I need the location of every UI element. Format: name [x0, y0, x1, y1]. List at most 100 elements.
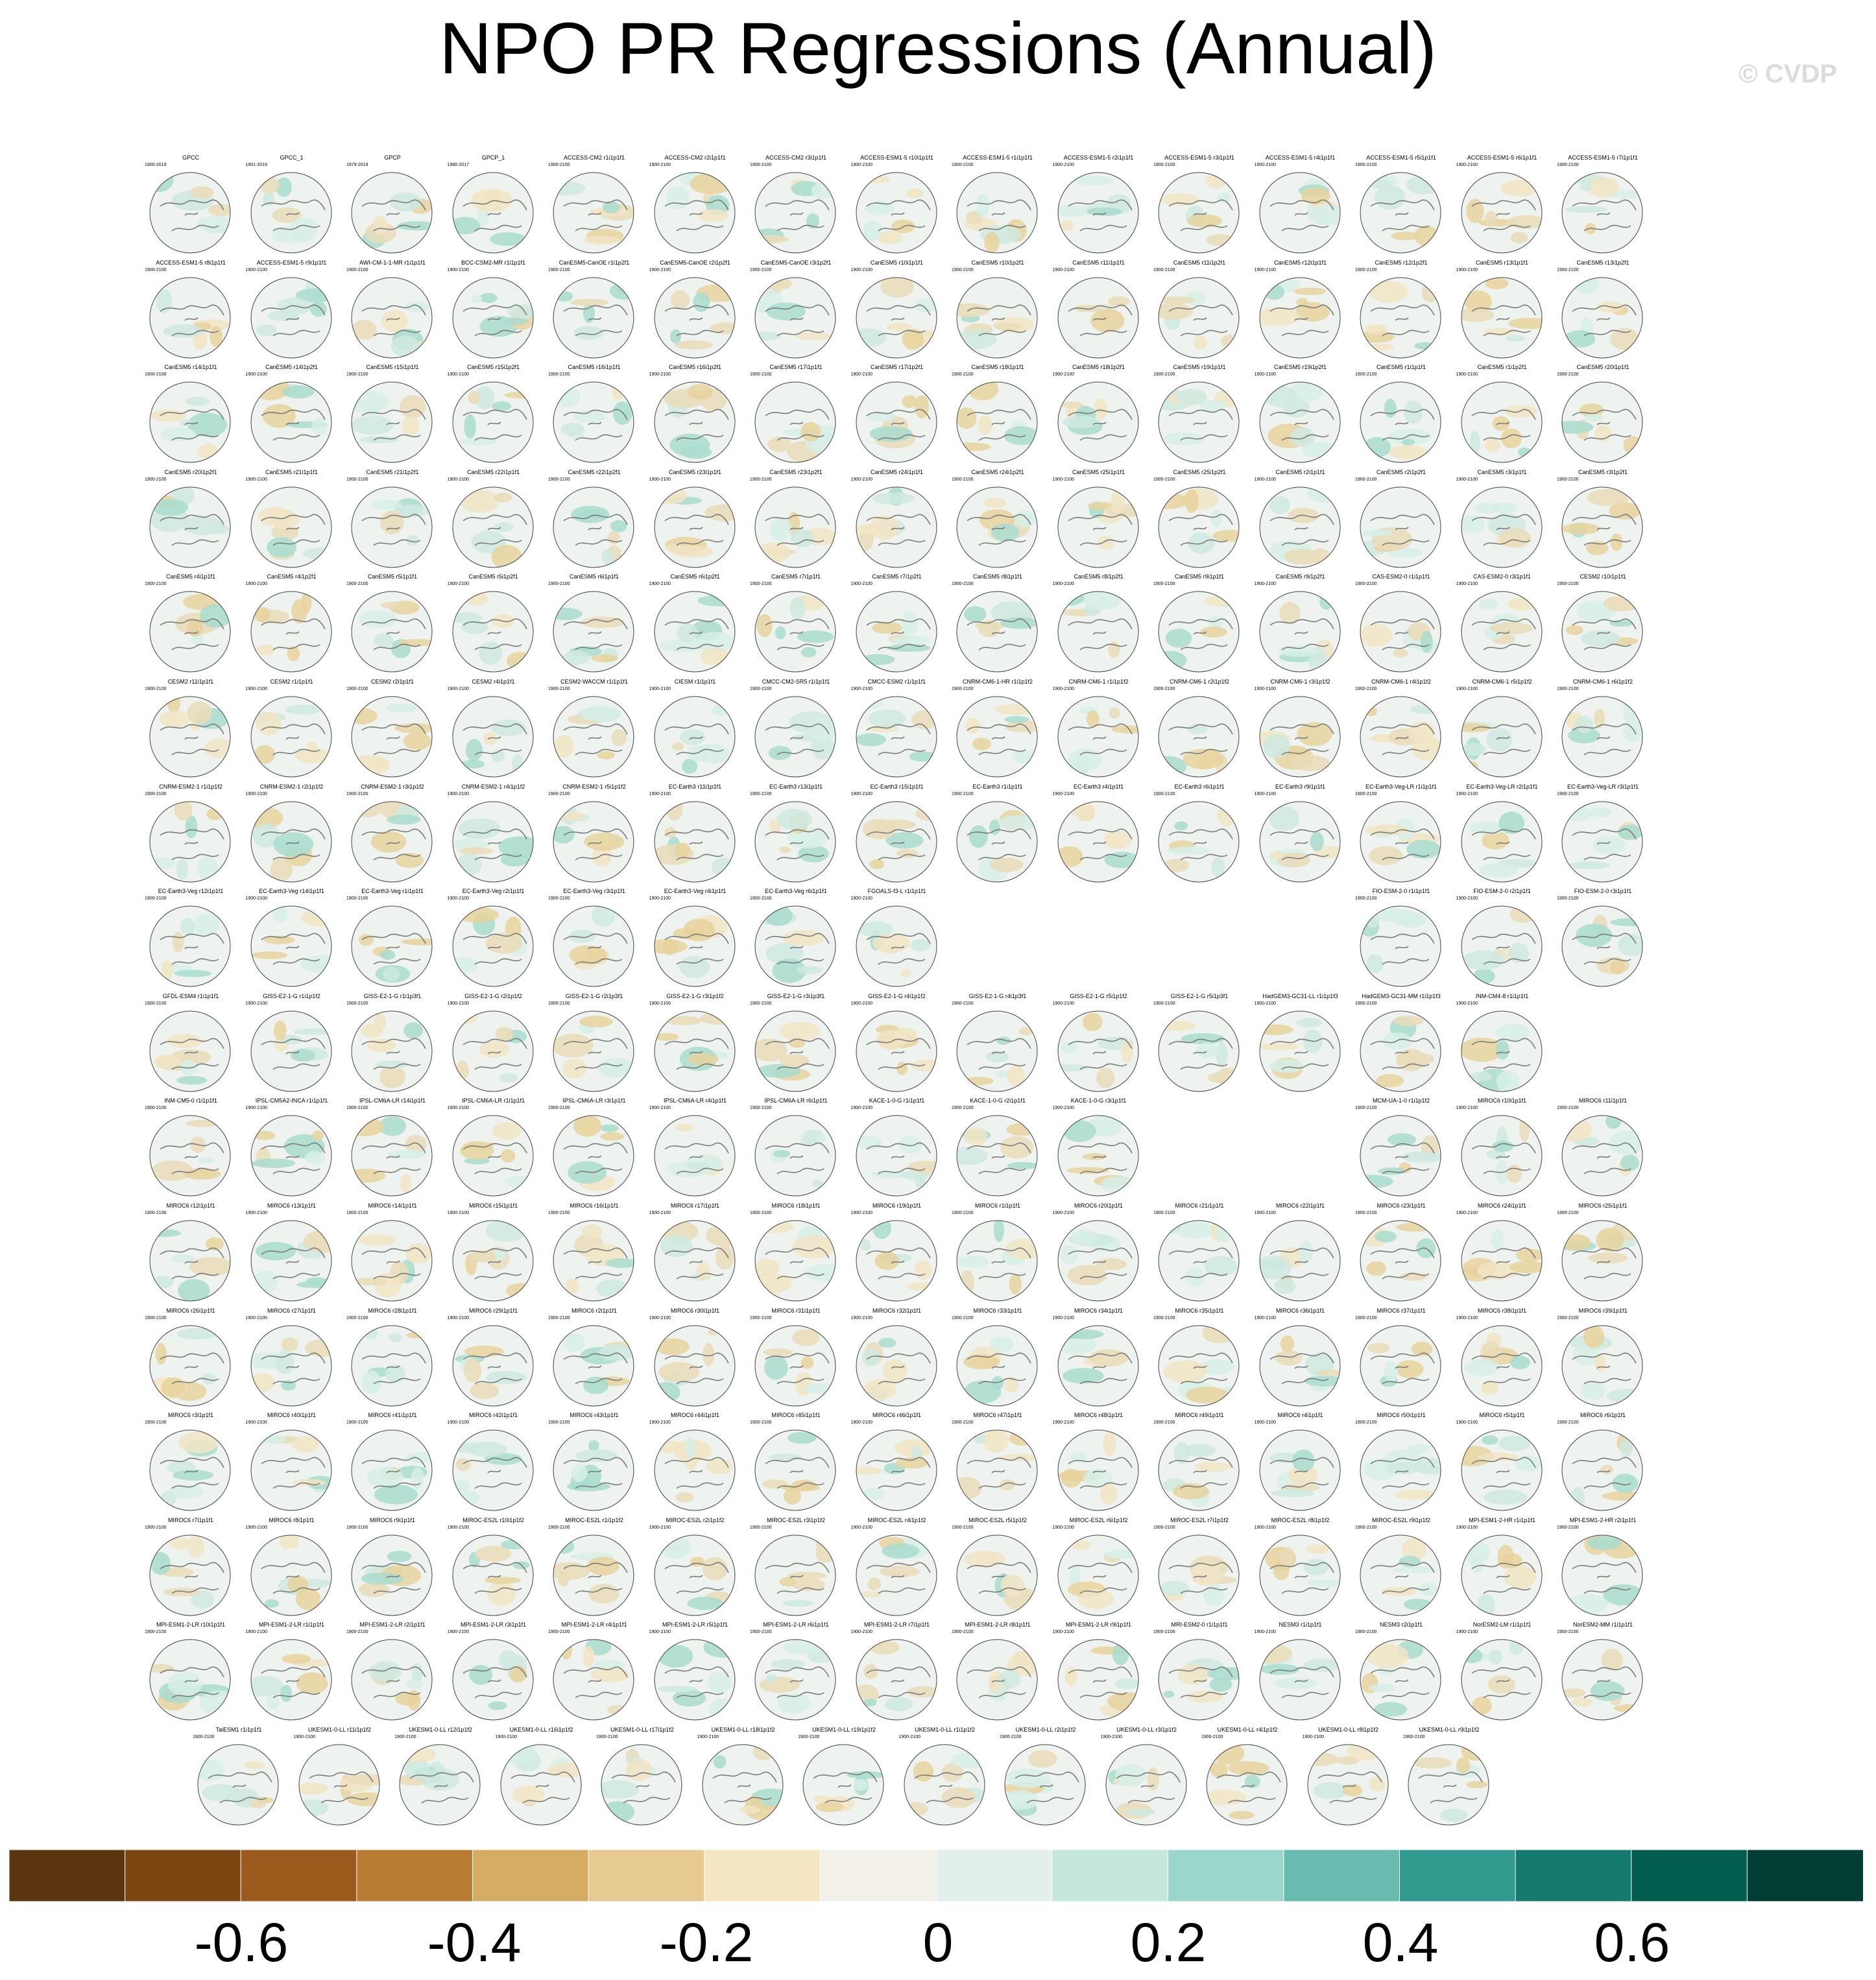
regression-panel: CESM2 r11i1p1f1 1900-2100	[142, 678, 239, 781]
panel-years: 1900-2100	[952, 1420, 974, 1425]
regression-panel: MIROC-ES2L r5i1p1f2 1900-2100	[949, 1517, 1046, 1619]
regression-panel: MIROC6 r7i1p1f1 1900-2100	[142, 1517, 239, 1619]
panel-years: 1979-2019	[346, 163, 368, 167]
panel-years: 1900-2100	[245, 1001, 267, 1006]
panel-years: 1900-2100	[649, 1001, 671, 1006]
polar-map	[1461, 277, 1542, 359]
polar-map	[149, 696, 231, 778]
panel-title: CanESM5 r18i1p2f1	[1072, 364, 1125, 371]
regression-panel: CanESM5 r22i1p2f1 1900-2100	[546, 469, 643, 571]
polar-map	[654, 1534, 735, 1616]
regression-panel: MIROC6 r23i1p1f1 1900-2100	[1353, 1202, 1450, 1305]
panel-years: 1900-2100	[1355, 1001, 1377, 1006]
panel-years: 1900-2100	[750, 582, 772, 587]
panel-title: GPCC	[182, 154, 199, 161]
polar-map	[1057, 1220, 1138, 1302]
regression-panel: BCC-CSM2-MR r1i1p1f1 1900-2100	[445, 259, 542, 362]
regression-panel: MIROC6 r24i1p1f1 1900-2100	[1454, 1202, 1551, 1305]
regression-panel: EC-Earth3-Veg r6i1p1f1 1900-2100	[747, 888, 845, 990]
panel-title: MIROC6 r26i1p1f1	[166, 1307, 215, 1314]
polar-map	[149, 1010, 231, 1092]
regression-panel: CNRM-ESM2-1 r1i1p1f2 1900-2100	[142, 783, 239, 886]
panel-years: 1900-2100	[649, 1420, 671, 1425]
panel-years: 1900-2100	[1052, 1315, 1074, 1320]
panel-years: 1900-2100	[1052, 1420, 1074, 1425]
polar-map	[956, 591, 1038, 673]
panel-years: 1900-2100	[145, 791, 167, 796]
panel-title: CESM2 r2i1p1f1	[370, 678, 415, 685]
panel-title: CanESM5 r1i1p1f1	[1376, 364, 1426, 371]
panel-title: CanESM5 r10i1p2f1	[971, 259, 1024, 266]
panel-years: 1900-2100	[952, 1106, 974, 1111]
panel-title: CanESM5 r24i1p1f1	[870, 468, 924, 475]
polar-map	[654, 277, 735, 359]
panel-years: 1900-2100	[1456, 687, 1478, 691]
panel-years: 1900-2100	[1052, 582, 1074, 587]
polar-map	[1561, 591, 1643, 673]
panel-years: 1900-2100	[346, 1525, 368, 1530]
polar-map	[856, 696, 937, 778]
colorbar-tick-label: 0.4	[1362, 1912, 1439, 1973]
panel-years: 1900-2100	[245, 477, 267, 482]
polar-map	[754, 801, 836, 883]
regression-panel: ACCESS-ESM1-5 r10i1p1f1 1900-2100	[848, 154, 946, 257]
regression-panel: GISS-E2-1-G r2i1p1f2 1900-2100	[445, 993, 542, 1095]
panel-title: INM-CM5-0 r1i1p1f1	[164, 1097, 217, 1104]
polar-map	[351, 1429, 433, 1511]
panel-title: ACCESS-ESM1-5 r9i1p1f1	[256, 259, 327, 266]
regression-panel: INM-CM4-8 r1i1p1f1 1900-2100	[1454, 993, 1551, 1095]
polar-map	[553, 1220, 634, 1302]
panel-title: CanESM5 r4i1p1f1	[165, 573, 216, 580]
regression-panel: MIROC6 r5i1p1f1 1900-2100	[1454, 1412, 1551, 1514]
regression-panel: EC-Earth3-Veg r3i1p1f1 1900-2100	[546, 888, 643, 990]
regression-panel: MIROC6 r35i1p1f1 1900-2100	[1151, 1307, 1248, 1410]
polar-map	[654, 1429, 735, 1511]
panel-title: EC-Earth3-Veg r1i1p1f1	[361, 888, 424, 895]
panel-years: 1900-2100	[346, 1315, 368, 1320]
panel-title: MIROC6 r38i1p1f1	[1477, 1307, 1527, 1314]
panel-title: MIROC6 r17i1p1f1	[670, 1202, 720, 1209]
polar-map	[856, 801, 937, 883]
panel-title: CanESM5 r1i1p2f1	[1477, 364, 1527, 371]
regression-panel: CanESM5 r13i1p2f1 1900-2100	[1554, 259, 1652, 362]
regression-panel: CNRM-CM6-1 r6i1p1f2 1900-2100	[1554, 678, 1652, 781]
polar-map	[1057, 1115, 1138, 1197]
regression-panel: MPI-ESM1-2-LR r7i1p1f1 1900-2100	[848, 1621, 946, 1724]
panel-title: CanESM5 r19i1p2f1	[1273, 364, 1327, 371]
panel-years: 1900-2100	[447, 896, 469, 901]
panel-years: 1900-2100	[548, 582, 570, 587]
polar-map	[654, 1639, 735, 1721]
panel-title: MIROC6 r33i1p1f1	[973, 1307, 1022, 1314]
polar-map	[956, 1534, 1038, 1616]
regression-panel: MIROC6 r43i1p1f1 1900-2100	[546, 1412, 643, 1514]
regression-panel: KACE-1-0-G r3i1p1f1 1900-2100	[1050, 1097, 1148, 1200]
polar-map	[754, 905, 836, 987]
polar-map	[1561, 905, 1643, 987]
polar-map	[1360, 905, 1441, 987]
panel-title: KACE-1-0-G r1i1p1f1	[869, 1097, 925, 1104]
regression-panel: EC-Earth3-Veg r1i1p1f1 1900-2100	[344, 888, 441, 990]
polar-map	[1561, 486, 1643, 568]
panel-years: 1900-2100	[952, 1211, 974, 1215]
regression-panel: CanESM5 r3i1p2f1 1900-2100	[1554, 469, 1652, 571]
panel-years: 1900-2100	[1456, 1001, 1478, 1006]
colorbar-segment	[9, 1850, 126, 1902]
panel-years: 1900-2100	[750, 1525, 772, 1530]
panel-years: 1900-2100	[548, 1420, 570, 1425]
panel-years: 1900-2100	[1153, 267, 1175, 272]
panel-title: CanESM5 r4i1p2f1	[267, 573, 317, 580]
panel-title: MPI-ESM1-2-LR r2i1p1f1	[359, 1621, 426, 1628]
panel-title: CNRM-CM6-1 r6i1p1f2	[1572, 678, 1633, 685]
polar-map	[149, 1429, 231, 1511]
panel-title: UKESM1-0-LL r4i1p1f2	[1217, 1726, 1278, 1733]
panel-years: 1900-2100	[245, 896, 267, 901]
regression-panel: EC-Earth3 r11i1p1f1 1900-2100	[647, 783, 744, 886]
panel-title: FIO-ESM-2-0 r3i1p1f1	[1574, 888, 1632, 895]
polar-map	[856, 1115, 937, 1197]
polar-map	[856, 905, 937, 987]
panel-title: CanESM5 r12i1p1f1	[1273, 259, 1327, 266]
colorbar-segment	[819, 1850, 937, 1902]
regression-panel: IPSL-CM5A2-INCA r1i1p1f1 1900-2100	[243, 1097, 341, 1200]
polar-map	[452, 1115, 533, 1197]
panel-title: UKESM1-0-LL r19i1p1f2	[812, 1726, 876, 1733]
